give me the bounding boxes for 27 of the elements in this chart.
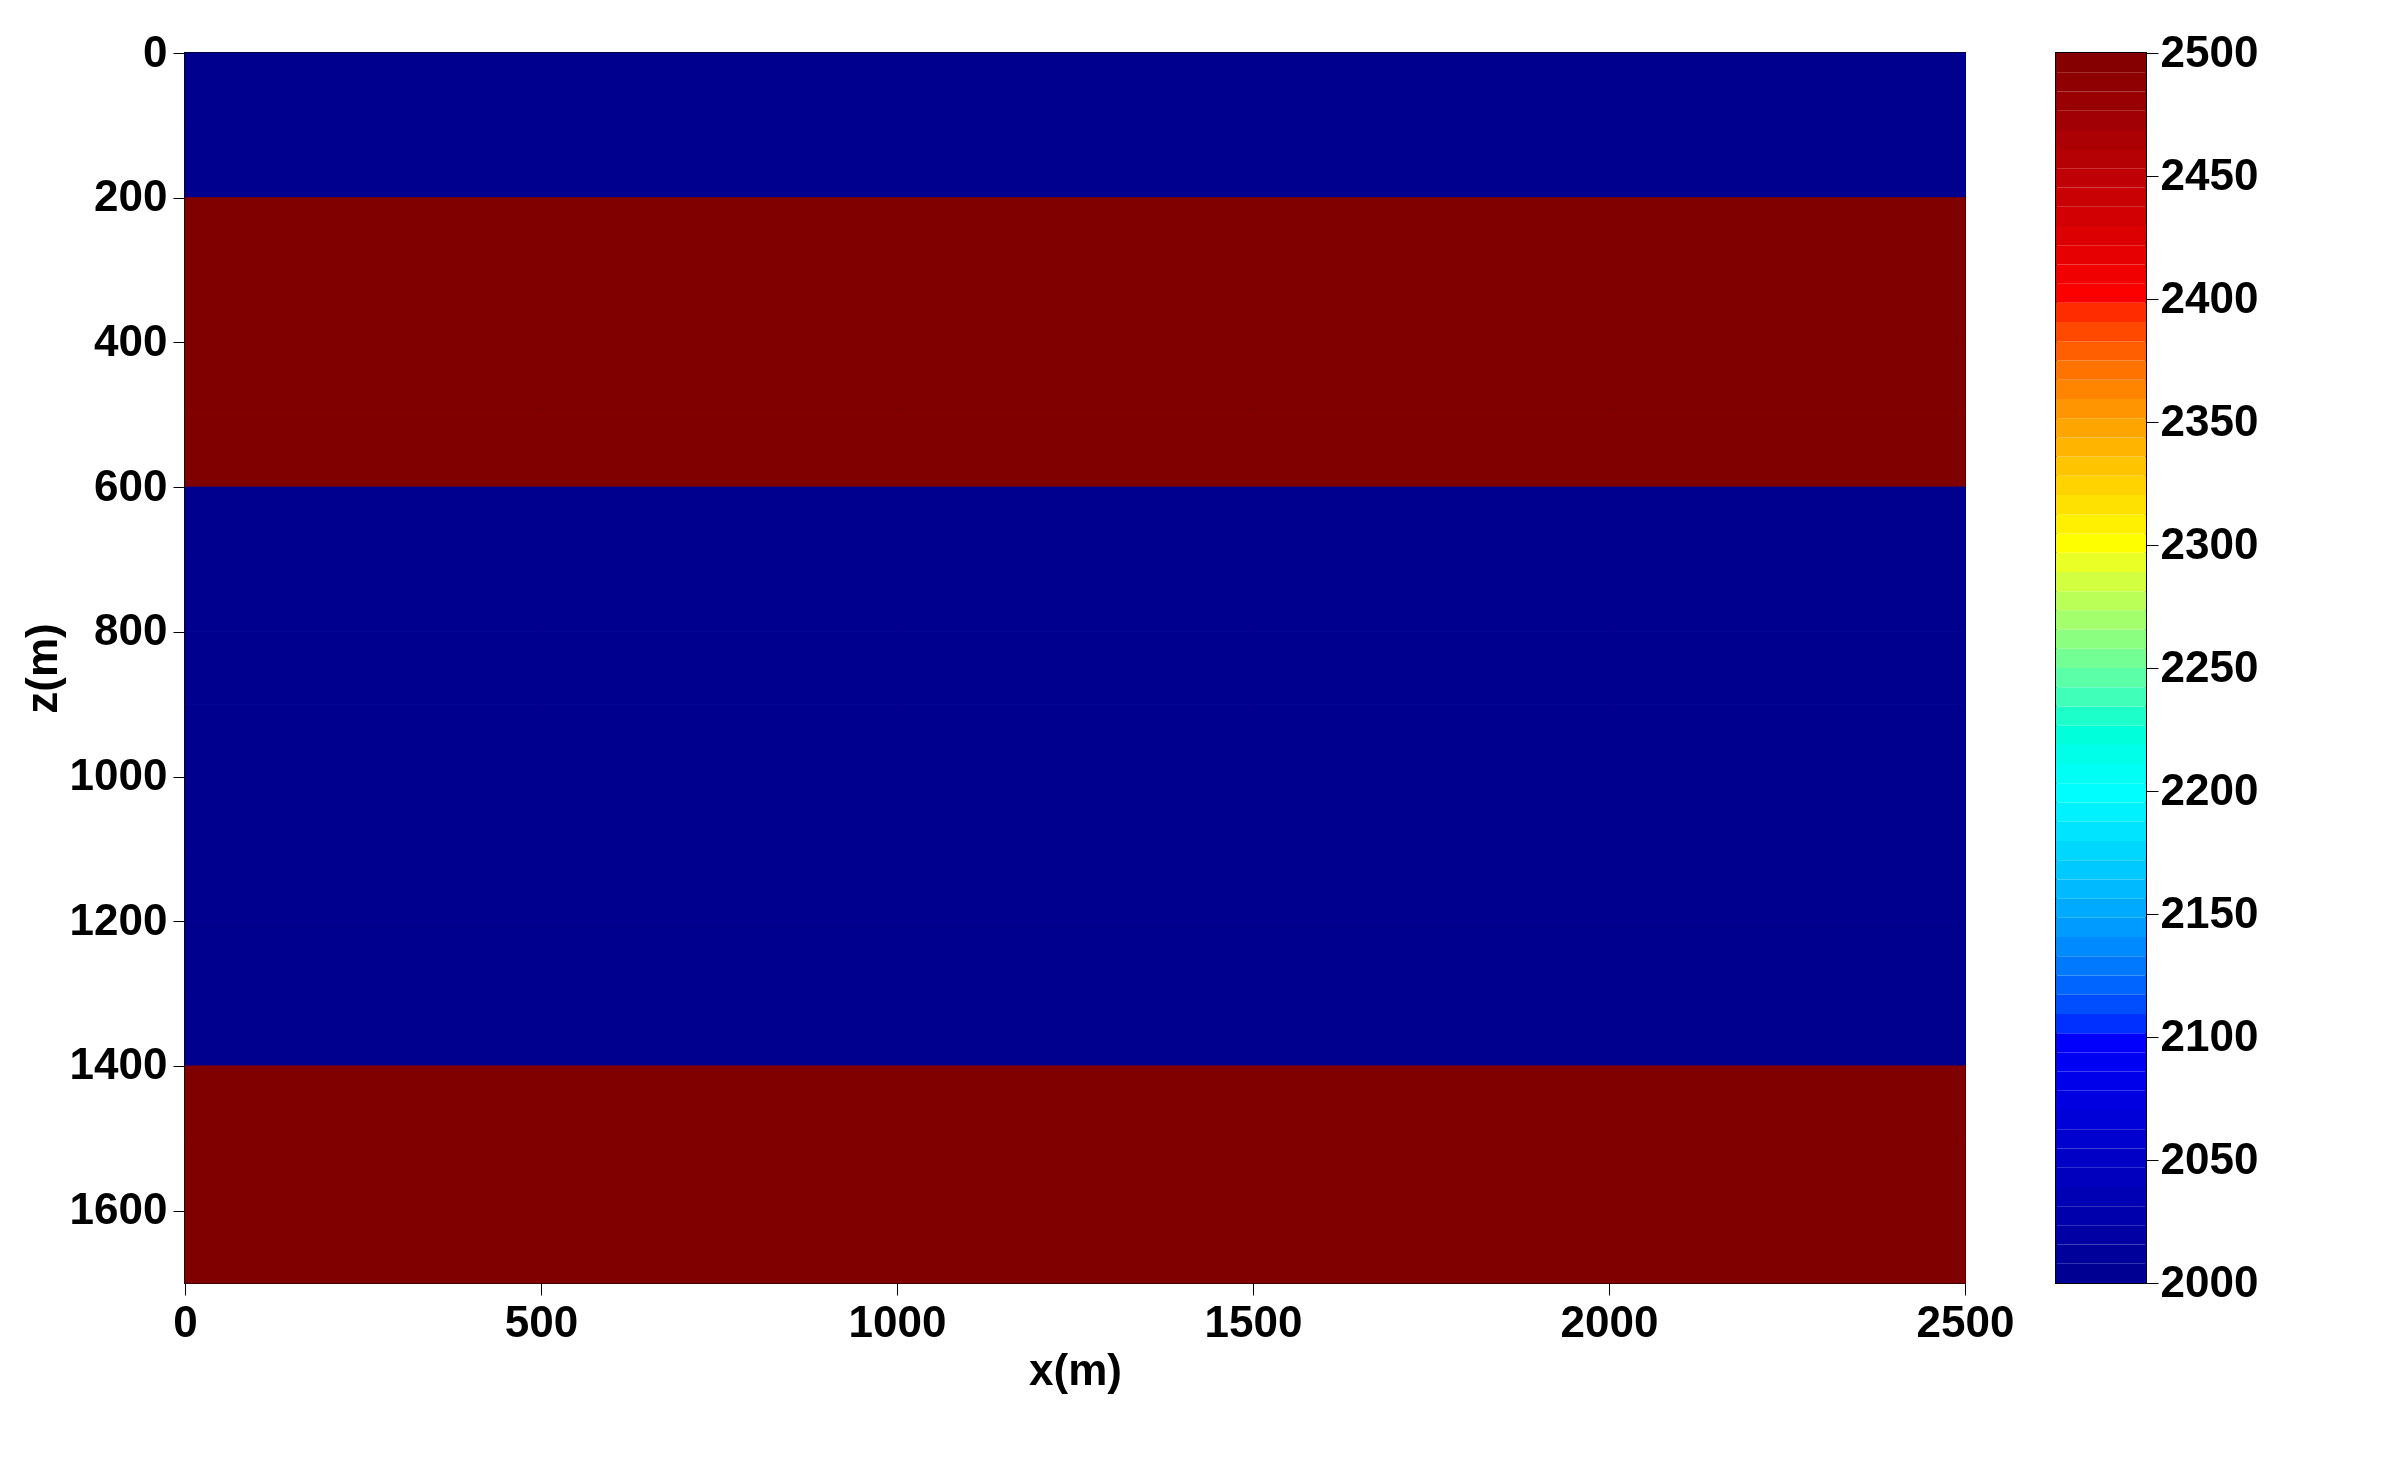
color-bar-label: 2100 [2160,1010,2259,1060]
x-tick-label: 500 [504,1296,579,1346]
y-tick-label: 200 [94,171,168,221]
color-bar-label: 2500 [2160,26,2259,76]
x-axis-title: x(m) [1029,1344,1122,1394]
color-bar-label: 2200 [2160,764,2259,814]
color-bar-label: 2400 [2160,272,2259,322]
color-bar-label: 2300 [2160,518,2259,568]
y-tick-label: 1000 [69,750,168,800]
color-bar-label: 2450 [2160,149,2259,199]
y-tick-label: 0 [143,26,168,76]
y-tick-label: 1600 [69,1184,168,1234]
x-tick-label: 1500 [1204,1296,1303,1346]
x-tick-label: 1000 [848,1296,947,1346]
x-tick-label: 2000 [1560,1296,1659,1346]
color-bar-label: 2000 [2160,1256,2259,1306]
y-tick-label: 1400 [69,1039,168,1089]
y-tick-label: 600 [94,460,168,510]
y-axis-title: z(m) [16,623,66,714]
color-bar-label: 2150 [2160,887,2259,937]
y-tick-label: 1200 [69,894,168,944]
x-tick-label: 2500 [1916,1296,2015,1346]
color-bar-label: 2350 [2160,395,2259,445]
y-tick-label: 800 [94,605,168,655]
color-bar-label: 2050 [2160,1133,2259,1183]
y-tick-label: 400 [94,315,168,365]
color-bar-label: 2250 [2160,641,2259,691]
